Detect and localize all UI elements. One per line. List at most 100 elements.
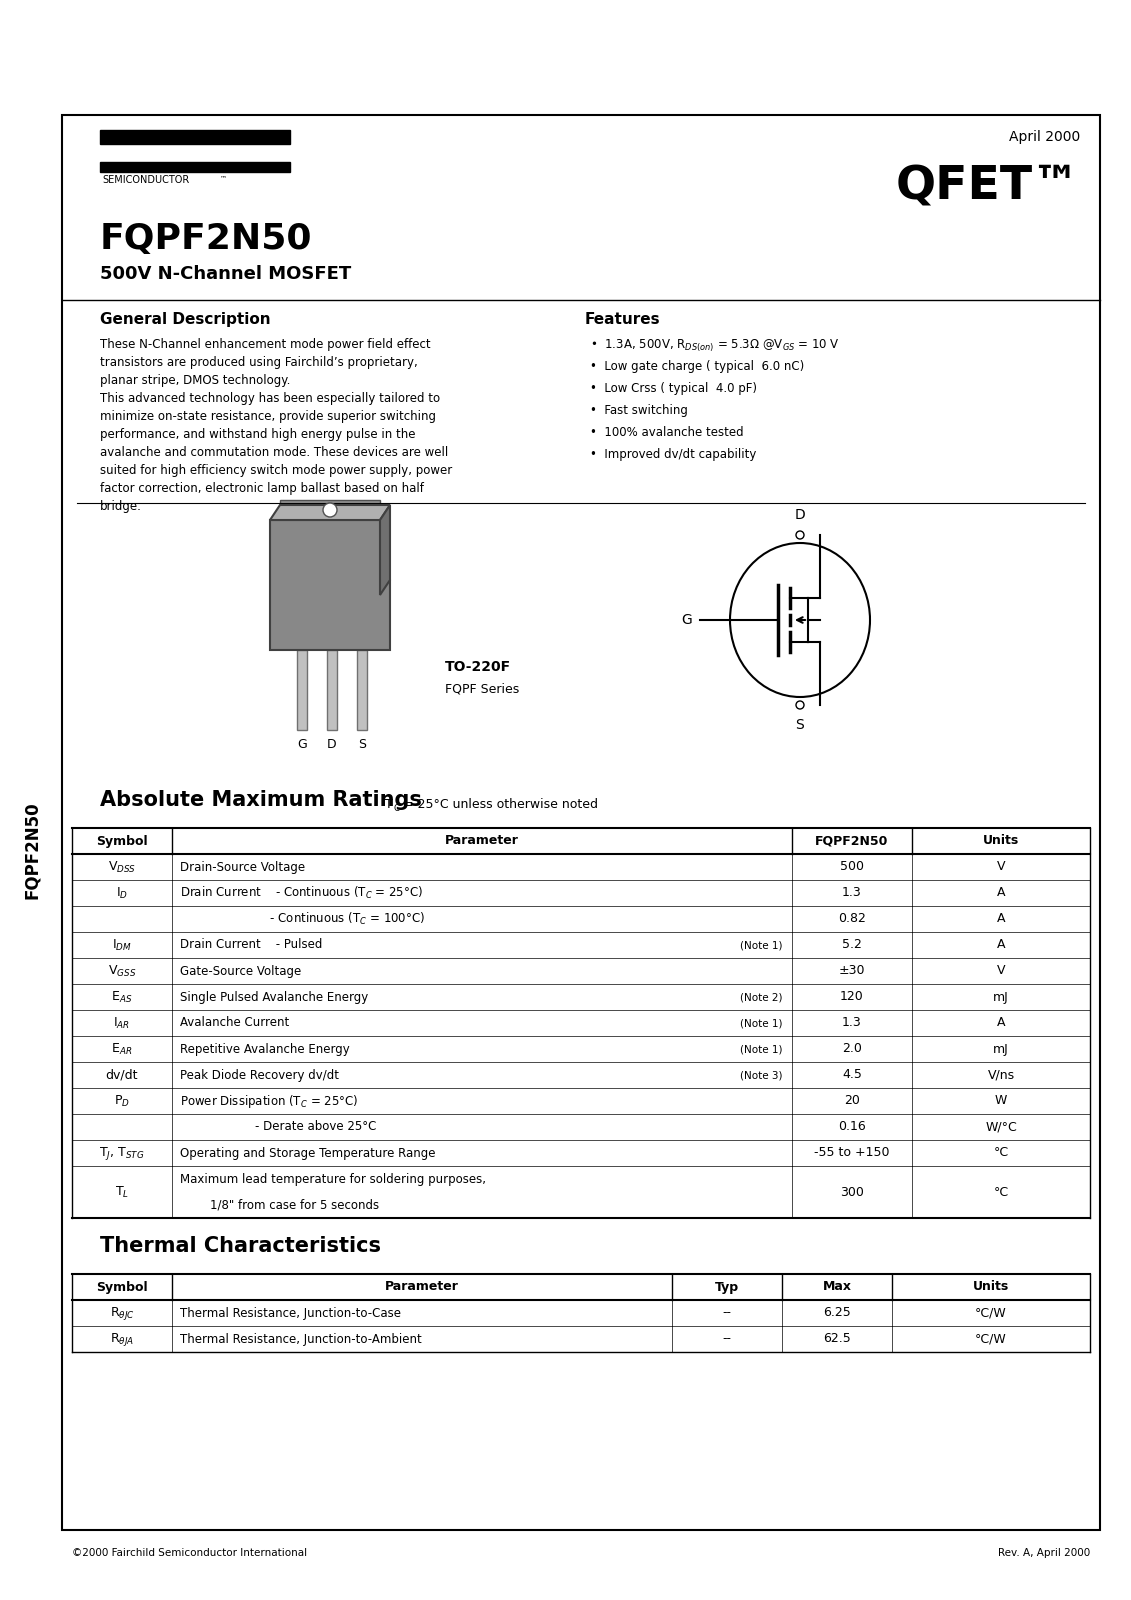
Text: April 2000: April 2000	[1009, 130, 1080, 144]
Text: A: A	[996, 939, 1005, 952]
Text: Single Pulsed Avalanche Energy: Single Pulsed Avalanche Energy	[180, 990, 369, 1003]
Text: D: D	[327, 738, 337, 750]
Text: D: D	[795, 509, 805, 522]
Ellipse shape	[729, 542, 870, 698]
Text: 6.25: 6.25	[823, 1307, 851, 1320]
Text: V: V	[996, 861, 1005, 874]
Text: 1.3: 1.3	[843, 886, 862, 899]
Text: Thermal Resistance, Junction-to-Ambient: Thermal Resistance, Junction-to-Ambient	[180, 1333, 422, 1346]
Text: •  Fast switching: • Fast switching	[590, 403, 688, 418]
Text: Repetitive Avalanche Energy: Repetitive Avalanche Energy	[180, 1043, 349, 1056]
Text: R$_{\theta JA}$: R$_{\theta JA}$	[110, 1331, 135, 1347]
Text: W: W	[995, 1094, 1008, 1107]
Text: Rev. A, April 2000: Rev. A, April 2000	[998, 1549, 1090, 1558]
Text: •  1.3A, 500V, R$_{DS(on)}$ = 5.3Ω @V$_{GS}$ = 10 V: • 1.3A, 500V, R$_{DS(on)}$ = 5.3Ω @V$_{G…	[590, 338, 840, 355]
Text: Gate-Source Voltage: Gate-Source Voltage	[180, 965, 301, 978]
Text: ©2000 Fairchild Semiconductor International: ©2000 Fairchild Semiconductor Internatio…	[72, 1549, 308, 1558]
Text: QFET™: QFET™	[896, 165, 1080, 210]
Text: (Note 3): (Note 3)	[740, 1070, 782, 1080]
Text: A: A	[996, 912, 1005, 925]
Text: Parameter: Parameter	[446, 835, 519, 848]
Text: FQPF Series: FQPF Series	[444, 682, 519, 694]
Text: Power Dissipation (T$_C$ = 25°C): Power Dissipation (T$_C$ = 25°C)	[180, 1093, 359, 1109]
Text: mJ: mJ	[993, 990, 1009, 1003]
Text: S: S	[359, 738, 366, 750]
Text: •  Low Crss ( typical  4.0 pF): • Low Crss ( typical 4.0 pF)	[590, 382, 757, 395]
Text: ±30: ±30	[839, 965, 865, 978]
Text: 20: 20	[844, 1094, 860, 1107]
Text: C: C	[392, 803, 399, 813]
Text: V$_{GSS}$: V$_{GSS}$	[107, 963, 136, 979]
Text: E$_{AR}$: E$_{AR}$	[111, 1042, 132, 1056]
Text: V: V	[996, 965, 1005, 978]
Text: •  100% avalanche tested: • 100% avalanche tested	[590, 426, 743, 438]
Text: Parameter: Parameter	[385, 1280, 459, 1293]
Text: 1.3: 1.3	[843, 1016, 862, 1029]
Text: (Note 1): (Note 1)	[740, 1043, 782, 1054]
Text: 0.16: 0.16	[838, 1120, 866, 1133]
Text: G: G	[297, 738, 307, 750]
Bar	[327, 650, 337, 730]
Text: 500V N-Channel MOSFET: 500V N-Channel MOSFET	[100, 266, 352, 283]
Text: °C: °C	[993, 1147, 1009, 1160]
Text: S: S	[795, 718, 804, 733]
Text: I$_{AR}$: I$_{AR}$	[113, 1016, 130, 1030]
Text: (Note 1): (Note 1)	[740, 1018, 782, 1029]
Text: T$_J$, T$_{STG}$: T$_J$, T$_{STG}$	[100, 1144, 145, 1162]
Polygon shape	[270, 506, 390, 520]
Text: Symbol: Symbol	[96, 1280, 148, 1293]
Text: R$_{\theta JC}$: R$_{\theta JC}$	[110, 1304, 135, 1322]
Text: dv/dt: dv/dt	[106, 1069, 138, 1082]
Bar	[280, 499, 380, 520]
Text: These N-Channel enhancement mode power field effect
transistors are produced usi: These N-Channel enhancement mode power f…	[100, 338, 452, 514]
Text: FQPF2N50: FQPF2N50	[100, 222, 312, 256]
Bar	[297, 650, 307, 730]
Text: •  Improved dv/dt capability: • Improved dv/dt capability	[590, 448, 757, 461]
Text: Units: Units	[973, 1280, 1009, 1293]
Bar	[62, 115, 1100, 1530]
Text: Absolute Maximum Ratings: Absolute Maximum Ratings	[100, 790, 422, 810]
Text: (Note 1): (Note 1)	[740, 939, 782, 950]
Text: 4.5: 4.5	[843, 1069, 862, 1082]
Text: General Description: General Description	[100, 312, 270, 326]
Text: --: --	[723, 1333, 732, 1346]
Bar	[100, 130, 290, 144]
Text: E$_{AS}$: E$_{AS}$	[111, 989, 132, 1005]
Bar	[100, 162, 290, 171]
Text: I$_D$: I$_D$	[116, 885, 128, 901]
Text: V$_{DSS}$: V$_{DSS}$	[107, 859, 136, 875]
Text: Features: Features	[585, 312, 661, 326]
Text: V/ns: V/ns	[987, 1069, 1015, 1082]
Text: Drain Current    - Pulsed: Drain Current - Pulsed	[180, 939, 322, 952]
Text: I$_{DM}$: I$_{DM}$	[112, 938, 132, 952]
Bar	[357, 650, 366, 730]
Text: 62.5: 62.5	[823, 1333, 851, 1346]
Text: A: A	[996, 1016, 1005, 1029]
Text: FQPF2N50: FQPF2N50	[815, 835, 889, 848]
Text: Drain-Source Voltage: Drain-Source Voltage	[180, 861, 305, 874]
Circle shape	[323, 502, 337, 517]
Text: •  Low gate charge ( typical  6.0 nC): • Low gate charge ( typical 6.0 nC)	[590, 360, 804, 373]
Text: °C/W: °C/W	[975, 1333, 1007, 1346]
Text: T: T	[385, 798, 392, 811]
Text: Avalanche Current: Avalanche Current	[180, 1016, 290, 1029]
Text: A: A	[996, 886, 1005, 899]
Text: Max: Max	[822, 1280, 852, 1293]
Text: - Derate above 25°C: - Derate above 25°C	[180, 1120, 377, 1133]
Text: - Continuous (T$_C$ = 100°C): - Continuous (T$_C$ = 100°C)	[180, 910, 425, 926]
Text: TO-220F: TO-220F	[444, 659, 511, 674]
Text: P$_D$: P$_D$	[114, 1093, 130, 1109]
Text: FQPF2N50: FQPF2N50	[23, 802, 41, 899]
Circle shape	[796, 531, 804, 539]
Text: Maximum lead temperature for soldering purposes,: Maximum lead temperature for soldering p…	[180, 1173, 486, 1186]
Text: SEMICONDUCTOR: SEMICONDUCTOR	[102, 174, 189, 186]
Text: Operating and Storage Temperature Range: Operating and Storage Temperature Range	[180, 1147, 435, 1160]
Text: Drain Current    - Continuous (T$_C$ = 25°C): Drain Current - Continuous (T$_C$ = 25°C…	[180, 885, 423, 901]
Text: 2.0: 2.0	[843, 1043, 862, 1056]
Text: Units: Units	[983, 835, 1019, 848]
Text: °C/W: °C/W	[975, 1307, 1007, 1320]
Text: ™: ™	[221, 174, 227, 181]
Circle shape	[796, 701, 804, 709]
Text: -55 to +150: -55 to +150	[814, 1147, 890, 1160]
Text: Thermal Characteristics: Thermal Characteristics	[100, 1235, 381, 1256]
